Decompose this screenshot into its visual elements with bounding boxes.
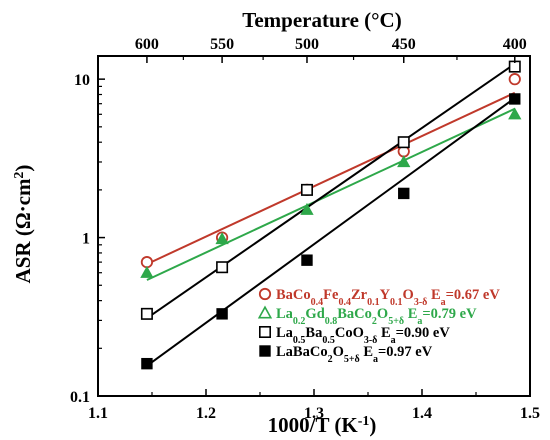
y-axis-title: ASR (Ω·cm2) xyxy=(11,165,35,284)
fit-line-series-4 xyxy=(146,97,516,367)
y-tick-label: 0.1 xyxy=(70,389,90,406)
top-axis-title: Temperature (°C) xyxy=(242,8,401,32)
legend-label: La0.5Ba0.5CoO3-δ Ea=0.90 eV xyxy=(276,325,450,346)
data-point-series-4 xyxy=(398,187,410,200)
fit-lines xyxy=(146,62,516,367)
legend: BaCo0.4Fe0.4Zr0.1Y0.1O3-δ Ea=0.67 eVLa0.… xyxy=(257,287,500,365)
data-point-series-4 xyxy=(509,93,521,105)
data-point-series-2 xyxy=(215,232,229,245)
top-tick-label: 600 xyxy=(135,36,159,53)
top-tick-label: 450 xyxy=(392,36,416,53)
fit-line-series-3 xyxy=(146,62,516,319)
y-tick-label: 1 xyxy=(82,231,90,248)
top-tick-label: 550 xyxy=(210,36,234,53)
tick-labels: 1.1 1.2 1.3 1.4 1.5 0.1 1 10 600 550 500 450 400 xyxy=(70,36,540,422)
data-point-series-4 xyxy=(141,357,153,370)
data-points xyxy=(140,60,522,370)
legend-marker xyxy=(258,287,272,301)
x-tick-label: 1.2 xyxy=(196,405,216,422)
top-tick-label: 400 xyxy=(503,36,527,53)
legend-label: La0.2Gd0.8BaCo2O5+δ Ea=0.79 eV xyxy=(276,306,477,327)
data-point-series-3 xyxy=(216,261,229,274)
x-tick-label: 1.3 xyxy=(304,405,324,422)
data-point-series-4 xyxy=(301,254,313,266)
data-point-series-1 xyxy=(508,73,521,86)
data-point-series-3 xyxy=(140,307,153,320)
legend-label: LaBaCo2O5+δ Ea=0.97 eV xyxy=(276,344,433,365)
legend-label: BaCo0.4Fe0.4Zr0.1Y0.1O3-δ Ea=0.67 eV xyxy=(276,287,500,308)
data-point-series-4 xyxy=(216,308,228,320)
top-tick-label: 500 xyxy=(295,36,319,53)
data-point-series-3 xyxy=(397,136,410,149)
data-point-series-2 xyxy=(300,202,314,215)
x-axis-title: 1000/T (K-1) xyxy=(268,413,377,437)
legend-marker xyxy=(259,345,271,357)
x-tick-label: 1.5 xyxy=(520,405,540,422)
data-point-series-2 xyxy=(397,155,411,168)
y-tick-label: 10 xyxy=(74,72,90,89)
x-tick-label: 1.1 xyxy=(88,405,108,422)
data-point-series-3 xyxy=(300,183,313,196)
data-point-series-1 xyxy=(140,256,154,269)
axis-ticks xyxy=(97,56,531,397)
legend-marker xyxy=(257,305,273,319)
x-tick-label: 1.4 xyxy=(412,405,432,422)
fit-line-series-2 xyxy=(146,107,516,281)
fit-line-series-1 xyxy=(146,91,516,266)
data-point-series-2 xyxy=(140,265,154,278)
data-point-series-2 xyxy=(508,107,522,120)
legend-marker xyxy=(258,325,271,338)
